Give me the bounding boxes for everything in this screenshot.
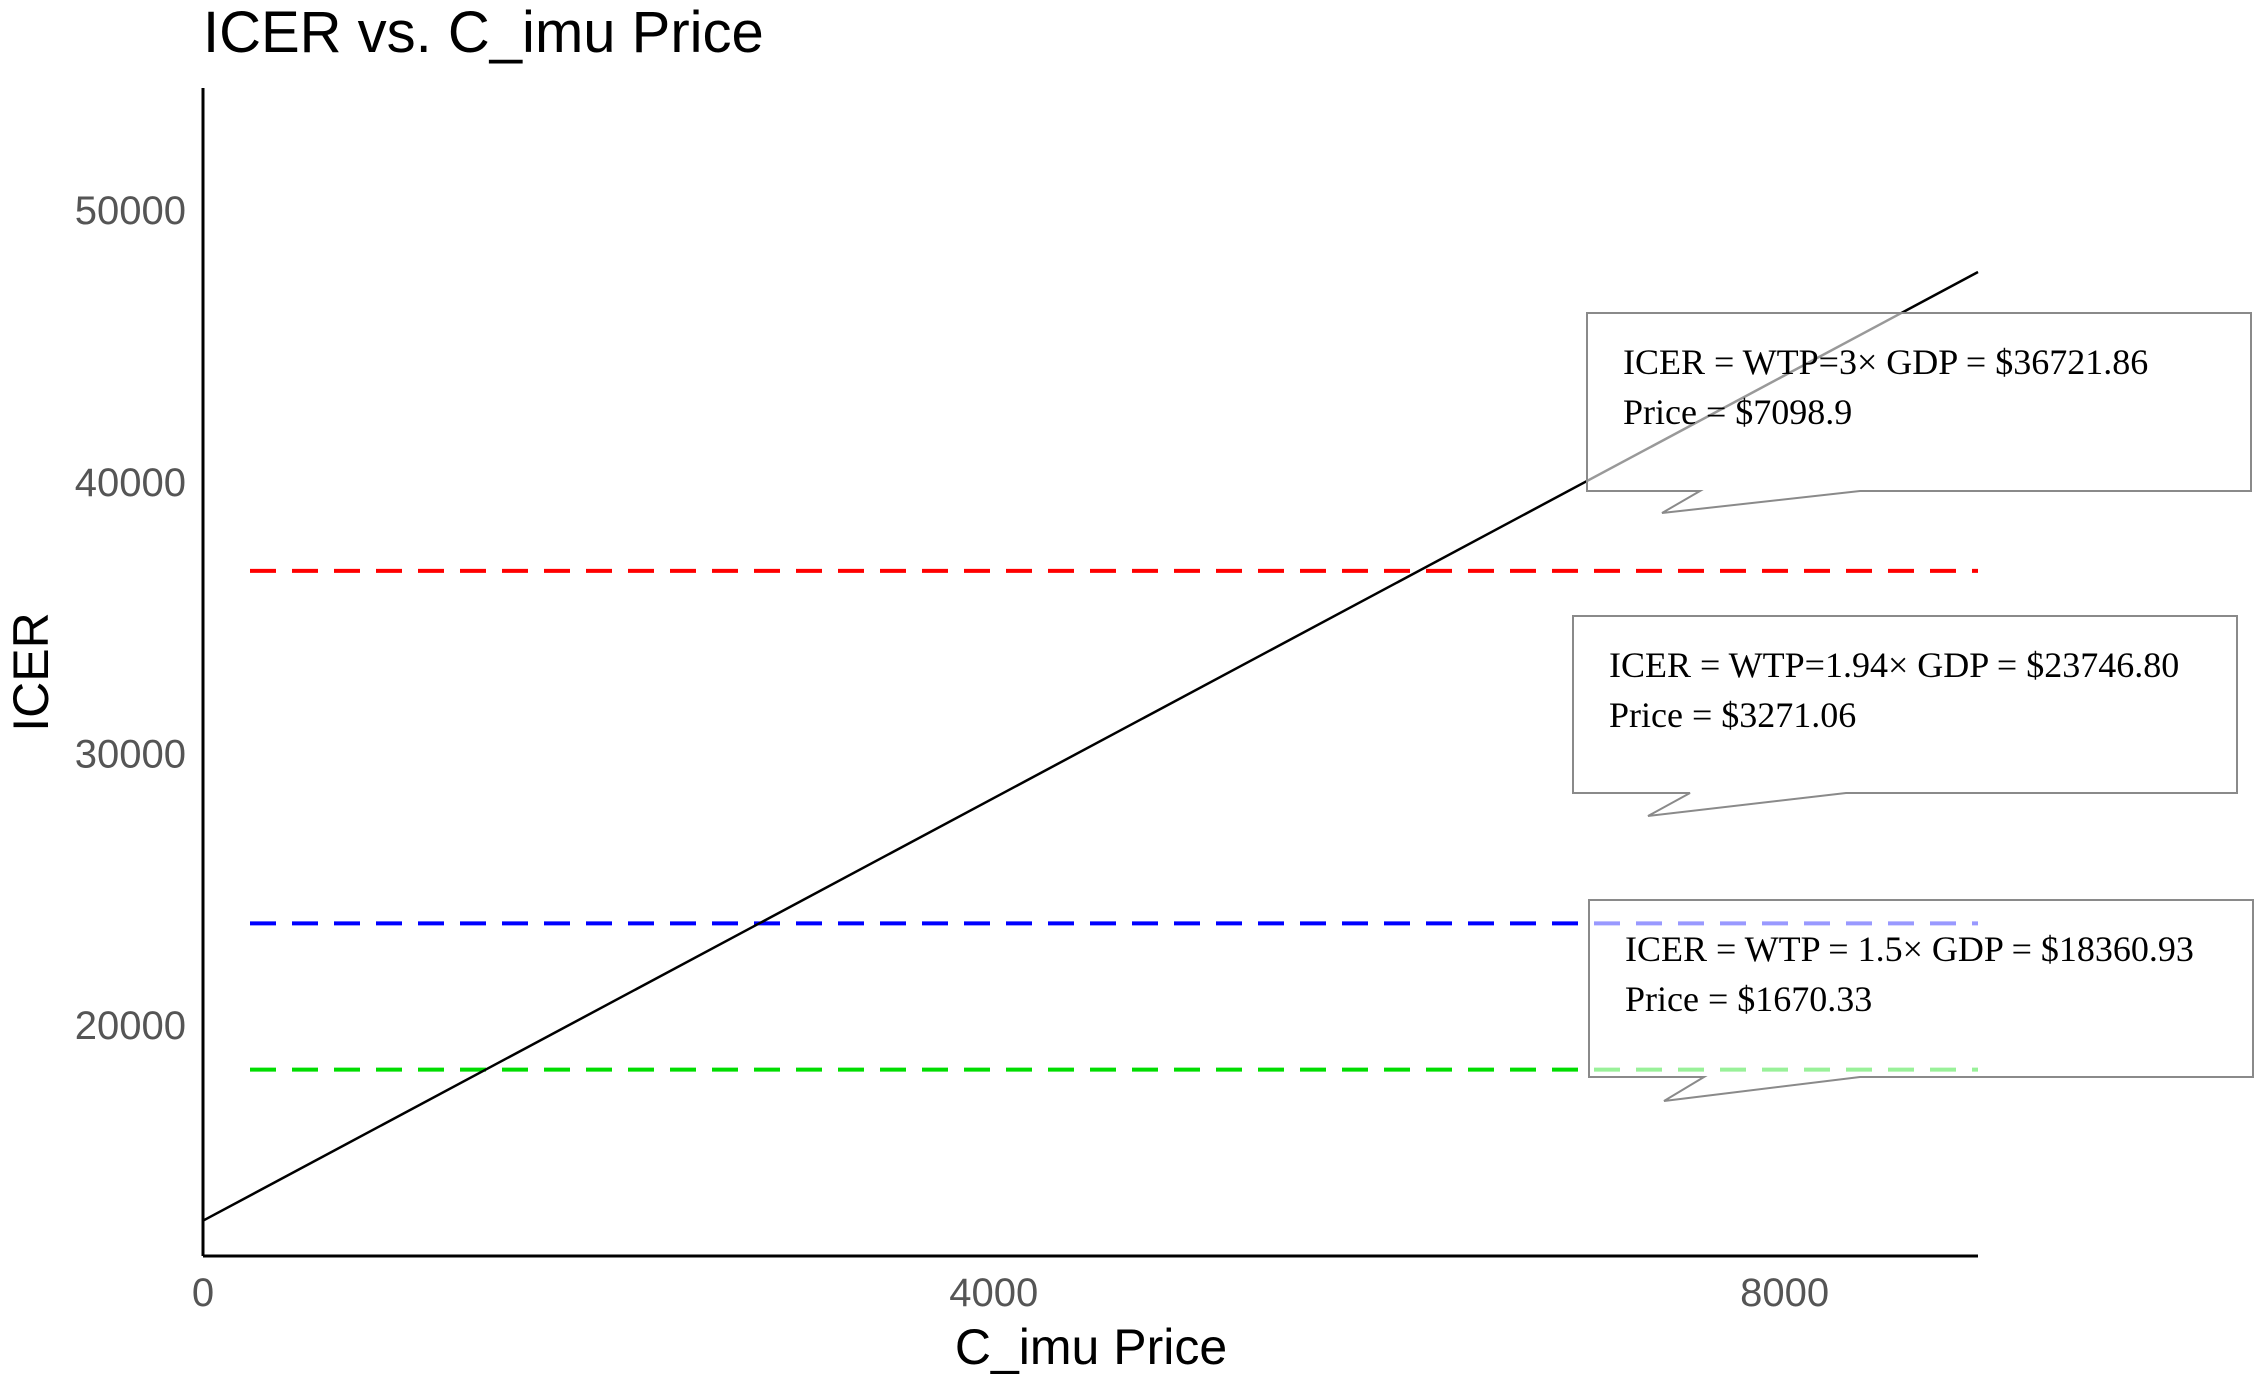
y-tick-label: 30000 [75,732,186,776]
chart-title: ICER vs. C_imu Price [203,0,764,65]
callout: ICER = WTP=3× GDP = $36721.86 Price = $70… [1586,312,2252,514]
callout-line-1: ICER = WTP = 1.5× GDP = $18360.93 [1625,929,2194,969]
callout-line-1: ICER = WTP=3× GDP = $36721.86 [1623,342,2148,382]
annotation-callouts: ICER = WTP=3× GDP = $36721.86 Price = $70… [1572,312,2254,1102]
x-tick-labels: 0 4000 8000 [192,1271,1829,1315]
y-tick-labels: 20000 30000 40000 50000 [75,189,186,1048]
callout-line-2: Price = $1670.33 [1625,979,1872,1019]
callout: ICER = WTP=1.94× GDP = $23746.80 Price = … [1572,615,2238,817]
x-tick-label: 8000 [1740,1271,1829,1315]
callout-box [1572,615,2238,817]
callout-line-2: Price = $3271.06 [1609,695,1856,735]
callout-line-2: Price = $7098.9 [1623,392,1852,432]
y-tick-label: 40000 [75,461,186,505]
callout-box [1586,312,2252,514]
y-axis-label: ICER [3,612,59,731]
callout-box [1588,899,2254,1102]
callout: ICER = WTP = 1.5× GDP = $18360.93 Price =… [1588,899,2254,1102]
y-tick-label: 50000 [75,189,186,233]
x-tick-label: 0 [192,1271,214,1315]
y-tick-label: 20000 [75,1004,186,1048]
x-tick-label: 4000 [949,1271,1038,1315]
x-axis-label: C_imu Price [955,1319,1227,1375]
callout-line-1: ICER = WTP=1.94× GDP = $23746.80 [1609,645,2179,685]
